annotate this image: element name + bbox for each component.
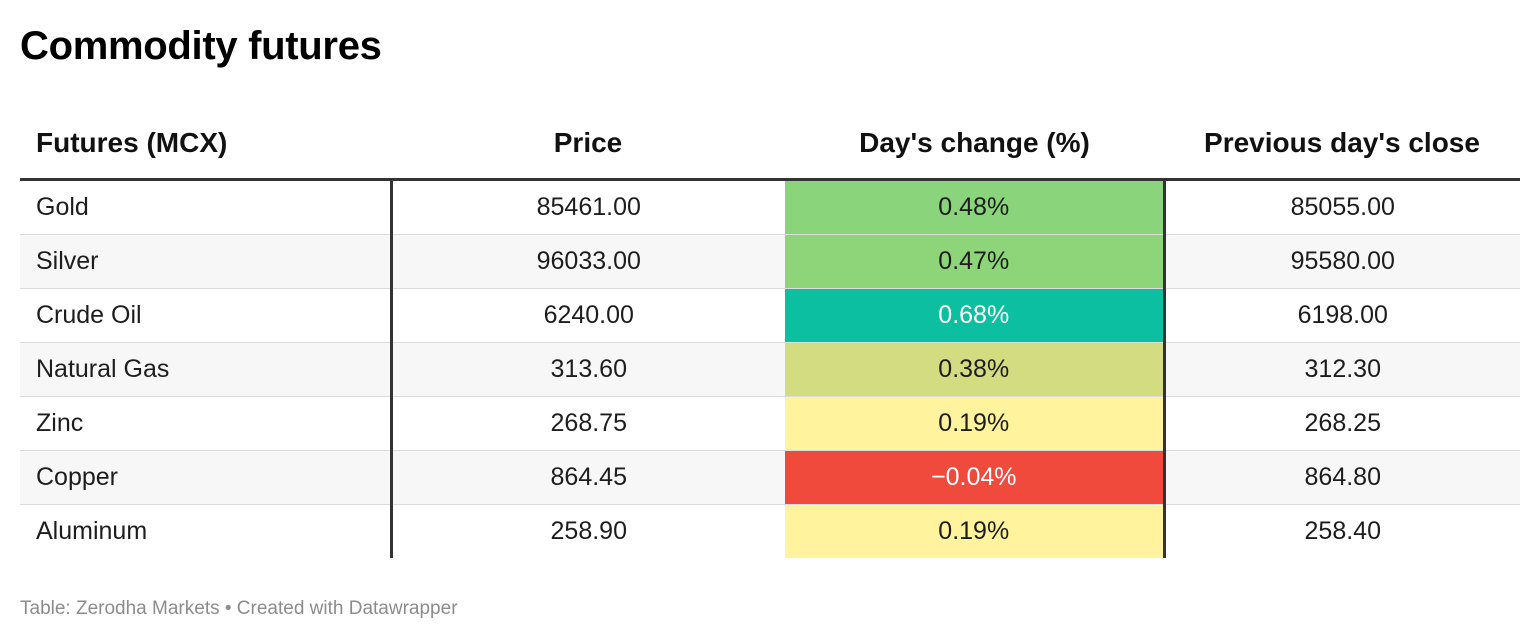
cell-price: 313.60 (391, 342, 785, 397)
cell-price: 258.90 (550, 517, 627, 545)
column-header-previous-close: Previous day's close (1164, 108, 1520, 181)
cell-commodity-name: Crude Oil (20, 288, 393, 343)
table-row: Aluminum 258.90 0.19% 258.40 (20, 504, 1520, 558)
cell-commodity-name: Gold (20, 179, 393, 235)
cell-price: 268.75 (391, 396, 785, 451)
cell-commodity-name: Natural Gas (20, 342, 393, 397)
column-header-price: Price (391, 108, 785, 181)
cell-days-change: 0.38% (785, 342, 1166, 397)
table-row: Gold 85461.00 0.48% 85055.00 (20, 179, 1520, 235)
table-title: Commodity futures (20, 24, 382, 68)
header-row: Futures (MCX) Price Day's change (%) Pre… (20, 108, 1520, 181)
table-row: Copper 864.45 −0.04% 864.80 (20, 450, 1520, 505)
cell-commodity-name: Copper (20, 450, 393, 505)
cell-previous-close: 95580.00 (1164, 234, 1520, 289)
cell-previous-close: 258.40 (1304, 517, 1381, 545)
cell-days-change: −0.04% (785, 450, 1166, 505)
table-row: Crude Oil 6240.00 0.68% 6198.00 (20, 288, 1520, 343)
cell-commodity-name: Zinc (20, 396, 393, 451)
cell-previous-close: 864.80 (1164, 450, 1520, 505)
cell-price: 6240.00 (391, 288, 785, 343)
table-row: Silver 96033.00 0.47% 95580.00 (20, 234, 1520, 289)
column-header-futures: Futures (MCX) (20, 108, 391, 181)
cell-price: 864.45 (391, 450, 785, 505)
cell-previous-close: 312.30 (1164, 342, 1520, 397)
cell-previous-close: 85055.00 (1164, 179, 1520, 235)
cell-days-change: 0.19% (785, 504, 1166, 558)
cell-days-change: 0.19% (785, 396, 1166, 451)
table-body: Gold 85461.00 0.48% 85055.00 Silver 96033.00 0… (20, 179, 1520, 558)
cell-days-change: 0.68% (785, 288, 1166, 343)
cell-price: 85461.00 (391, 179, 785, 235)
cell-previous-close: 6198.00 (1164, 288, 1520, 343)
column-header-days-change: Day's change (%) (785, 108, 1164, 181)
table-row: Natural Gas 313.60 0.38% 312.30 (20, 342, 1520, 397)
cell-days-change: 0.48% (785, 179, 1166, 235)
cell-days-change: 0.47% (785, 234, 1166, 289)
cell-previous-close: 268.25 (1164, 396, 1520, 451)
cell-commodity-name: Silver (20, 234, 393, 289)
cell-commodity-name: Aluminum (20, 504, 393, 558)
table-row: Zinc 268.75 0.19% 268.25 (20, 396, 1520, 451)
cell-price: 96033.00 (391, 234, 785, 289)
source-footer: Table: Zerodha Markets • Created with Da… (20, 598, 458, 619)
commodity-futures-table: Futures (MCX) Price Day's change (%) Pre… (20, 108, 1520, 558)
